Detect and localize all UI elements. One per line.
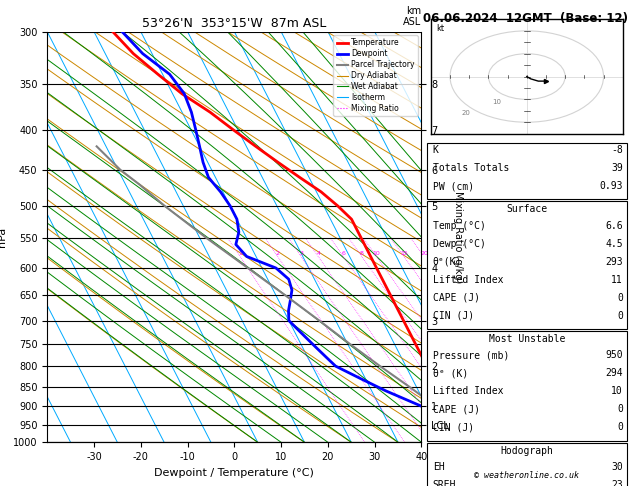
- Text: -8: -8: [611, 145, 623, 156]
- Text: θᵉ(K): θᵉ(K): [433, 257, 462, 267]
- Text: 0: 0: [617, 422, 623, 433]
- Text: 4: 4: [316, 251, 320, 257]
- Text: 293: 293: [605, 257, 623, 267]
- Text: 294: 294: [605, 368, 623, 379]
- Text: Surface: Surface: [506, 204, 547, 214]
- Text: 4.5: 4.5: [605, 239, 623, 249]
- Text: 10: 10: [372, 251, 381, 257]
- Text: Lifted Index: Lifted Index: [433, 275, 503, 285]
- Y-axis label: hPa: hPa: [0, 227, 8, 247]
- Text: 39: 39: [611, 163, 623, 174]
- X-axis label: Dewpoint / Temperature (°C): Dewpoint / Temperature (°C): [154, 468, 314, 478]
- Text: 10: 10: [611, 386, 623, 397]
- Text: 1: 1: [238, 251, 242, 257]
- Bar: [426, 143, 627, 199]
- Text: 23: 23: [611, 480, 623, 486]
- Text: 2: 2: [276, 251, 280, 257]
- Text: EH: EH: [433, 462, 445, 472]
- Text: 3: 3: [299, 251, 303, 257]
- Text: Lifted Index: Lifted Index: [433, 386, 503, 397]
- Text: 0: 0: [617, 404, 623, 415]
- Title: 53°26'N  353°15'W  87m ASL: 53°26'N 353°15'W 87m ASL: [142, 17, 326, 31]
- Text: 0: 0: [617, 293, 623, 303]
- Text: 25: 25: [436, 251, 444, 257]
- Text: 6.6: 6.6: [605, 221, 623, 231]
- Text: SREH: SREH: [433, 480, 456, 486]
- Y-axis label: Mixing Ratio (g/kg): Mixing Ratio (g/kg): [453, 191, 463, 283]
- Text: 0.93: 0.93: [599, 181, 623, 191]
- Text: 11: 11: [611, 275, 623, 285]
- Text: CIN (J): CIN (J): [433, 311, 474, 321]
- Text: km
ASL: km ASL: [403, 6, 421, 28]
- Text: 10: 10: [493, 99, 501, 105]
- Bar: [426, 201, 627, 329]
- Legend: Temperature, Dewpoint, Parcel Trajectory, Dry Adiabat, Wet Adiabat, Isotherm, Mi: Temperature, Dewpoint, Parcel Trajectory…: [333, 35, 418, 116]
- Text: Totals Totals: Totals Totals: [433, 163, 509, 174]
- Text: kt: kt: [437, 24, 445, 33]
- Text: 30: 30: [611, 462, 623, 472]
- Text: CIN (J): CIN (J): [433, 422, 474, 433]
- Text: 0: 0: [617, 311, 623, 321]
- Text: Most Unstable: Most Unstable: [489, 334, 565, 344]
- Text: 20: 20: [462, 110, 470, 116]
- Text: PW (cm): PW (cm): [433, 181, 474, 191]
- Text: θᵉ (K): θᵉ (K): [433, 368, 468, 379]
- Text: Dewp (°C): Dewp (°C): [433, 239, 486, 249]
- Text: Temp (°C): Temp (°C): [433, 221, 486, 231]
- Text: 950: 950: [605, 350, 623, 361]
- Text: 06.06.2024  12GMT  (Base: 12): 06.06.2024 12GMT (Base: 12): [423, 12, 628, 25]
- Text: CAPE (J): CAPE (J): [433, 293, 480, 303]
- Text: 20: 20: [420, 251, 428, 257]
- Text: 6: 6: [342, 251, 345, 257]
- Bar: [426, 443, 627, 486]
- Text: 15: 15: [400, 251, 408, 257]
- Text: K: K: [433, 145, 438, 156]
- Text: Hodograph: Hodograph: [500, 446, 554, 456]
- Text: 8: 8: [360, 251, 364, 257]
- Text: Pressure (mb): Pressure (mb): [433, 350, 509, 361]
- Text: CAPE (J): CAPE (J): [433, 404, 480, 415]
- Bar: [426, 331, 627, 441]
- Text: © weatheronline.co.uk: © weatheronline.co.uk: [474, 471, 579, 480]
